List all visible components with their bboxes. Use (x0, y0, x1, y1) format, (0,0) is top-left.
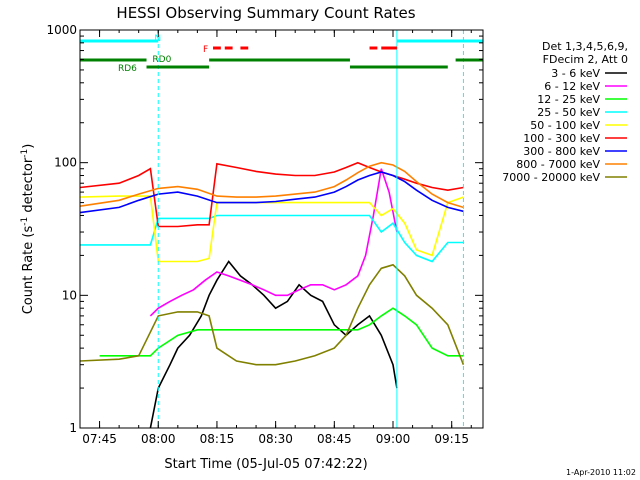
y-tick-label: 100 (54, 156, 77, 170)
legend-header: FDecim 2, Att 0 (543, 53, 628, 66)
x-ticks: 07:45 08:00 08:15 08:30 08:45 09:00 09:15 (82, 30, 472, 446)
y-axis-label-part: detector (21, 157, 36, 217)
flag-label: N (154, 34, 161, 44)
x-tick-label: 08:30 (258, 432, 293, 446)
legend-label: 7000 - 20000 keV (502, 171, 600, 184)
legend-label: 50 - 100 keV (530, 119, 600, 132)
legend-label: 300 - 800 keV (523, 145, 600, 158)
y-axis-label-part: ) (21, 144, 36, 149)
legend-label: 800 - 7000 keV (516, 158, 600, 171)
series-line (79, 263, 465, 366)
flag-bars: N F RD0 RD6 (80, 34, 483, 74)
legend-label: 6 - 12 keV (544, 80, 600, 93)
y-tick-label: 10 (62, 288, 77, 302)
legend-label: 25 - 50 keV (537, 106, 600, 119)
y-tick-label: 1000 (46, 23, 77, 37)
chart-title: HESSI Observing Summary Count Rates (116, 4, 415, 22)
legend-header: Det 1,3,4,5,6,9, (542, 40, 628, 53)
x-tick-label: 07:45 (82, 432, 117, 446)
y-tick-label: 1 (69, 421, 77, 435)
x-tick-label: 08:45 (317, 432, 352, 446)
x-tick-label: 08:15 (200, 432, 235, 446)
x-tick-label: 08:00 (141, 432, 176, 446)
y-axis-label-sup: -1 (20, 217, 30, 226)
x-tick-label: 09:15 (434, 432, 469, 446)
y-axis-label-part: Count Rate (s (21, 226, 36, 315)
y-axis-label-sup: -1 (20, 149, 30, 158)
x-axis-label: Start Time (05-Jul-05 07:42:22) (164, 457, 367, 472)
legend-label: 100 - 300 keV (523, 132, 600, 145)
series-line (79, 161, 464, 209)
plot-frame (79, 29, 484, 429)
footer-date: 1-Apr-2010 11:02 (566, 468, 636, 477)
x-tick-label: 09:00 (376, 432, 411, 446)
y-axis-label: Count Rate (s-1 detector-1) (20, 144, 36, 315)
legend-label: 12 - 25 keV (537, 93, 600, 106)
series-line (79, 171, 464, 214)
flag-label: RD0 (152, 55, 171, 65)
y-ticks: 1 10 100 1000 (46, 23, 483, 435)
flag-label: RD6 (118, 64, 137, 74)
series-line (149, 260, 398, 429)
flag-label: F (203, 45, 208, 55)
legend: Det 1,3,4,5,6,9,FDecim 2, Att 03 - 6 keV… (502, 40, 628, 184)
series-line (79, 195, 464, 263)
series-line (149, 168, 398, 317)
series-line (80, 214, 464, 263)
legend-label: 3 - 6 keV (551, 67, 600, 80)
